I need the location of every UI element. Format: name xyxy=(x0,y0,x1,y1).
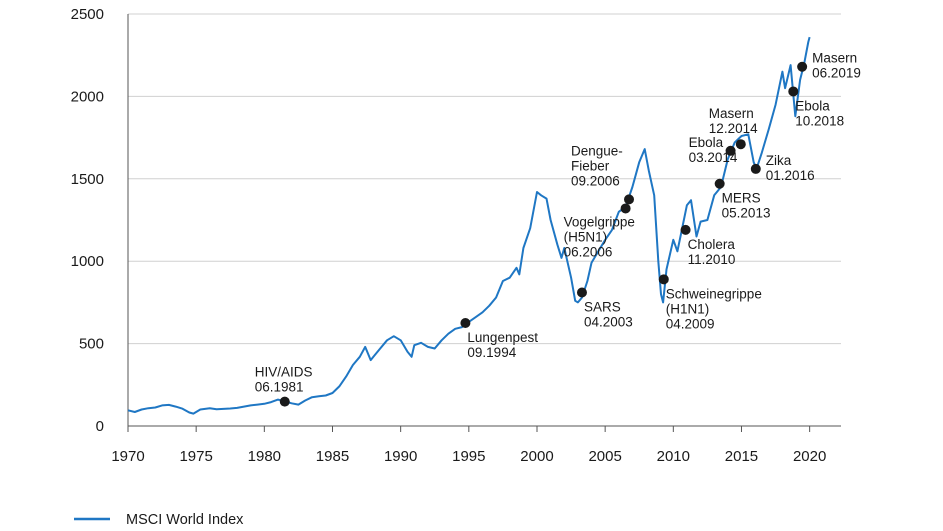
annotation-marker xyxy=(680,224,691,235)
annotation-ebola-11: Ebola 10.2018 xyxy=(788,86,844,128)
annotation-marker xyxy=(714,178,725,189)
x-tick-labels: 1970 1975 1980 1985 1990 1995 2000 2005 2010 2015… xyxy=(111,448,826,465)
x-tick-label-2015: 2015 xyxy=(725,448,758,465)
annotation-label: HIV/AIDS 06.1981 xyxy=(255,365,313,395)
annotation-cholera-6: Cholera 11.2010 xyxy=(680,224,736,267)
annotation-masern-9: Masern 12.2014 xyxy=(709,106,758,150)
annotation-label: Masern 12.2014 xyxy=(709,106,758,136)
annotation-ebola-8: Ebola 03.2014 xyxy=(689,135,738,165)
axes xyxy=(127,14,841,432)
annotation-marker xyxy=(279,396,290,407)
x-tick-label-1970: 1970 xyxy=(111,448,144,465)
series-lines xyxy=(127,36,811,415)
x-tick-label-2020: 2020 xyxy=(793,448,826,465)
annotation-masern-12: Masern 06.2019 xyxy=(797,51,861,81)
y-tick-label-500: 500 xyxy=(79,336,104,353)
y-tick-label-1500: 1500 xyxy=(71,171,104,188)
annotation-marker xyxy=(788,86,799,97)
annotation-schweinegrippe-5: Schweinegrippe (H1N1) 04.2009 xyxy=(658,274,762,331)
annotation-marker xyxy=(624,194,635,205)
annotations: HIV/AIDS 06.1981 Lungenpest 09.1994 SARS 04.2… xyxy=(255,51,861,407)
legend: MSCI World Index xyxy=(74,512,244,528)
annotation-mers-7: MERS 05.2013 xyxy=(714,178,771,221)
annotation-marker xyxy=(750,163,761,174)
annotation-lungenpest-1: Lungenpest 09.1994 xyxy=(460,318,538,360)
annotation-marker xyxy=(576,287,587,298)
annotation-marker xyxy=(725,145,736,156)
annotation-label: Schweinegrippe (H1N1) 04.2009 xyxy=(666,286,762,331)
annotation-label: Vogelgrippe (H5N1) 06.2006 xyxy=(564,214,635,259)
annotation-label: Ebola 03.2014 xyxy=(689,135,738,165)
annotation-label: MERS 05.2013 xyxy=(722,191,771,221)
legend-label-msci-world-index: MSCI World Index xyxy=(126,512,244,528)
annotation-marker xyxy=(797,61,808,72)
annotation-label: Cholera 11.2010 xyxy=(688,237,736,267)
annotation-marker xyxy=(658,274,669,285)
annotation-zika-10: Zika 01.2016 xyxy=(750,153,815,183)
series-line-msci-world-index xyxy=(127,36,811,415)
annotation-label: Ebola 10.2018 xyxy=(795,98,844,128)
x-tick-label-1980: 1980 xyxy=(248,448,281,465)
x-tick-label-2010: 2010 xyxy=(657,448,690,465)
annotation-sars-2: SARS 04.2003 xyxy=(576,287,633,330)
annotation-label: Zika 01.2016 xyxy=(766,153,815,183)
grid-lines xyxy=(128,13,841,345)
annotation-label: Masern 06.2019 xyxy=(812,51,861,81)
x-tick-label-2000: 2000 xyxy=(520,448,553,465)
annotation-marker xyxy=(620,203,631,214)
x-tick-label-2005: 2005 xyxy=(588,448,621,465)
annotation-vogelgrippe-3: Vogelgrippe (H5N1) 06.2006 xyxy=(564,203,635,259)
annotation-label: Dengue-Fieber 09.2006 xyxy=(571,143,623,188)
x-tick-label-1975: 1975 xyxy=(179,448,212,465)
y-tick-label-1000: 1000 xyxy=(71,253,104,270)
annotation-hiv-aids-0: HIV/AIDS 06.1981 xyxy=(255,365,313,407)
y-tick-label-2000: 2000 xyxy=(71,88,104,105)
y-tick-labels: 0 500 1000 1500 2000 2500 xyxy=(71,6,104,435)
annotation-label: Lungenpest 09.1994 xyxy=(467,330,538,360)
annotation-marker xyxy=(460,318,471,328)
annotation-dengue-4: Dengue-Fieber 09.2006 xyxy=(571,143,635,205)
annotation-label: SARS 04.2003 xyxy=(584,300,633,330)
y-tick-label-0: 0 xyxy=(96,418,104,435)
x-tick-label-1985: 1985 xyxy=(316,448,349,465)
x-tick-label-1990: 1990 xyxy=(384,448,417,465)
y-tick-label-2500: 2500 xyxy=(71,6,104,23)
x-tick-label-1995: 1995 xyxy=(452,448,485,465)
annotation-marker xyxy=(735,139,746,150)
